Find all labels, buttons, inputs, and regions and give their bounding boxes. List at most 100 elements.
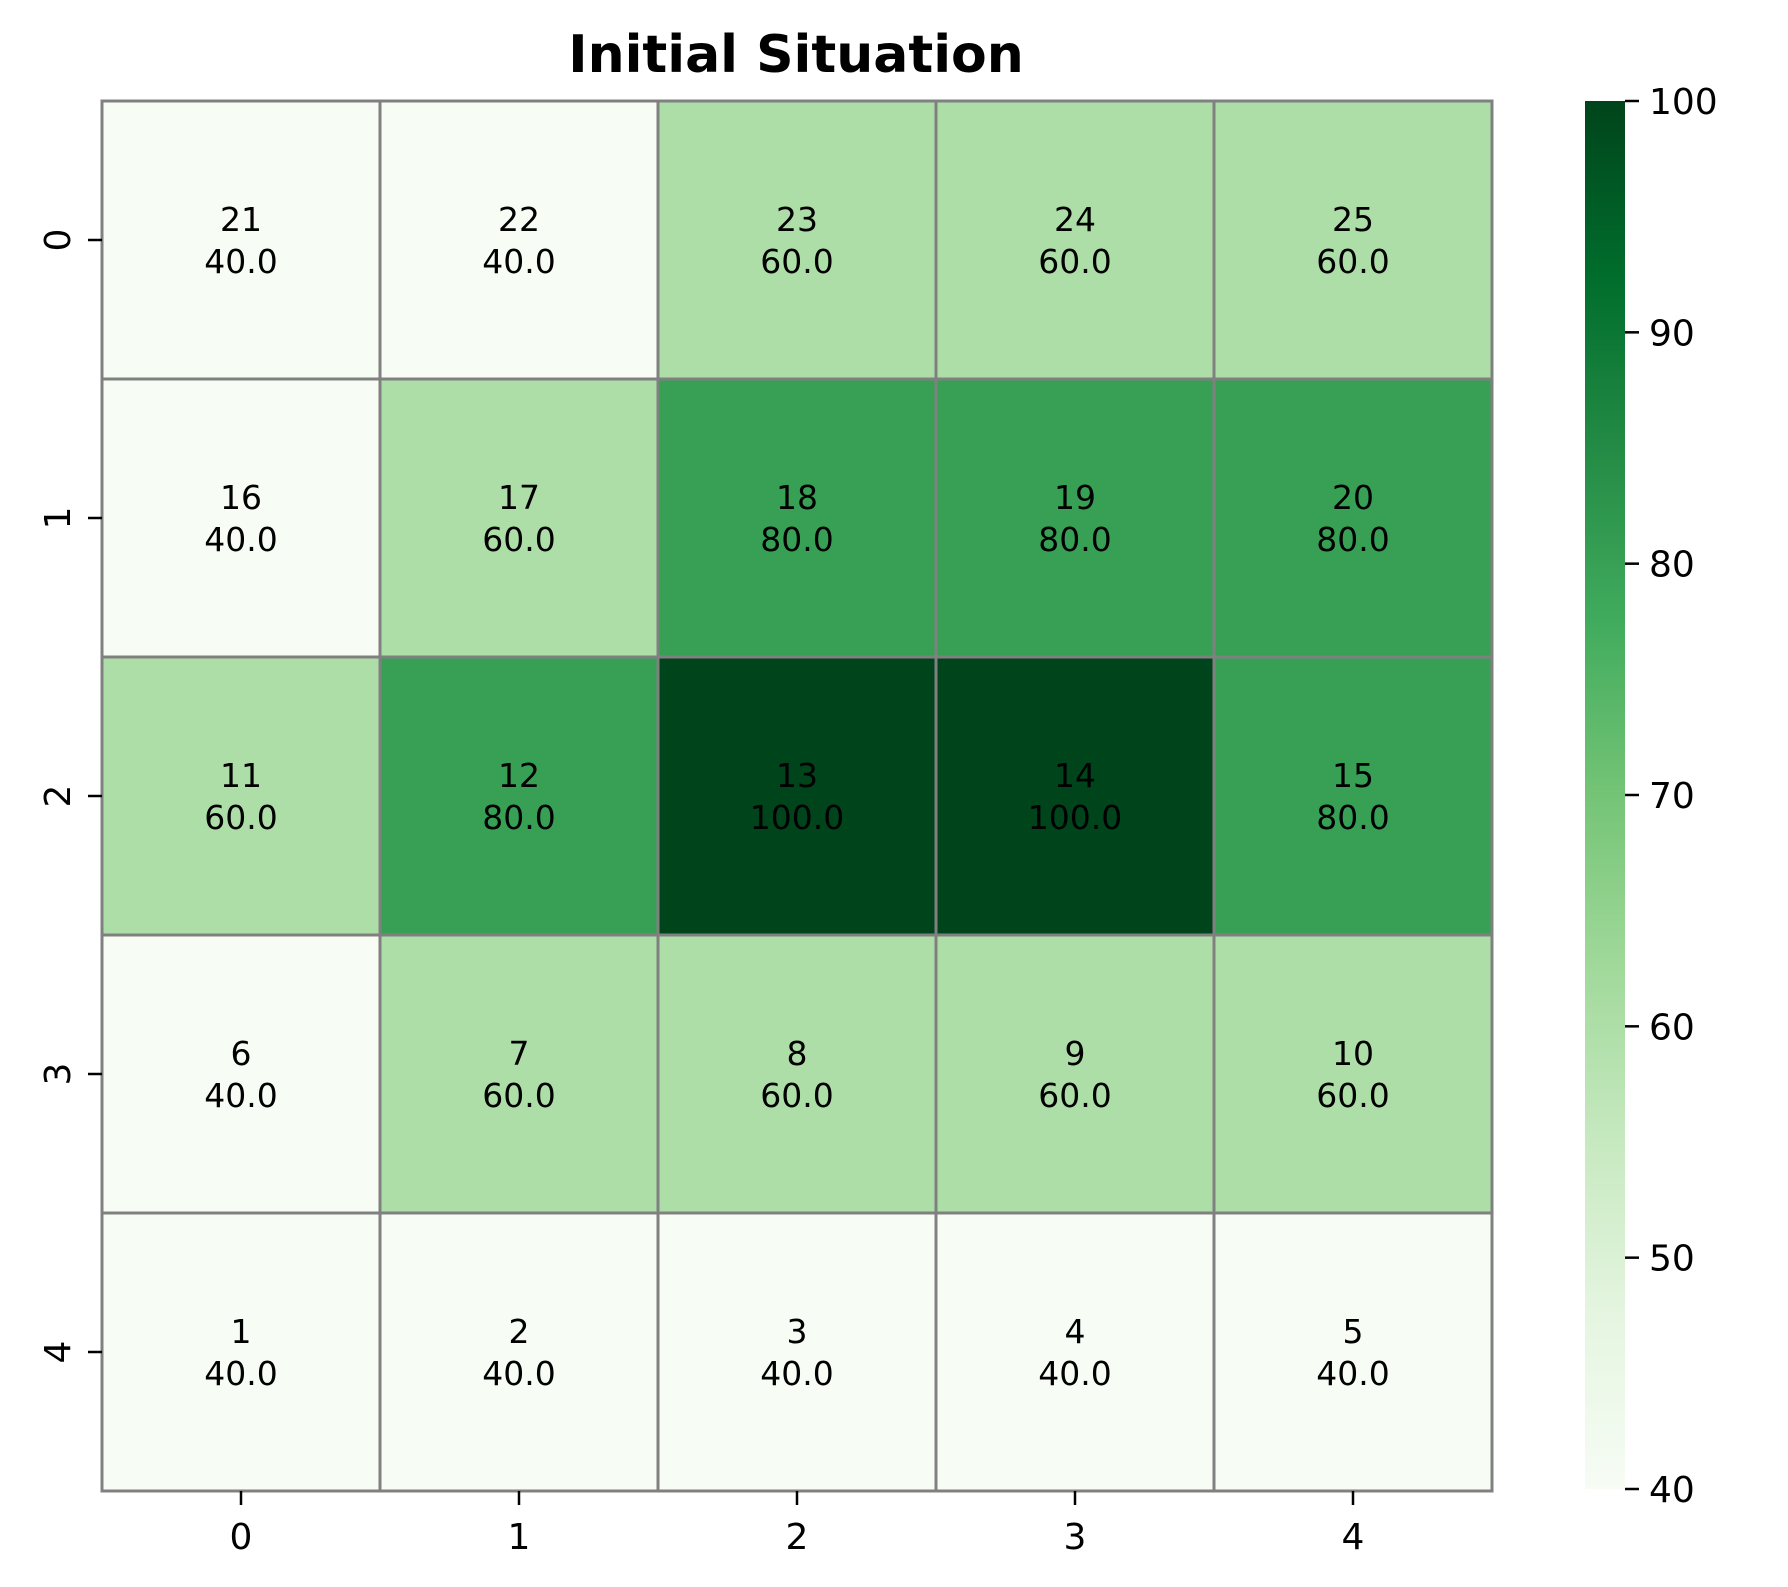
cell-id-label: 19 [1054,478,1096,517]
heatmap-cell-r3-c4 [1212,933,1494,1215]
cell-value-label: 40.0 [1038,1354,1111,1393]
heatmap-cell-r3-c2 [656,933,938,1215]
cell-id-label: 1 [231,1312,252,1351]
cell-value-label: 80.0 [1316,798,1389,837]
colorbar-tick-label: 60 [1649,1007,1695,1048]
cell-value-label: 100.0 [750,798,844,837]
heatmap-cell-r1-c4 [1212,377,1494,659]
colorbar-tick-label: 80 [1649,545,1695,586]
heatmap-cell-r2-c4 [1212,655,1494,937]
colorbar-tick-label: 50 [1649,1239,1695,1280]
cell-id-label: 13 [776,756,818,795]
y-tick-label: 0 [38,229,79,252]
cell-value-label: 40.0 [760,1354,833,1393]
cell-value-label: 60.0 [1316,242,1389,281]
cell-value-label: 60.0 [760,242,833,281]
y-tick-label: 2 [38,785,79,808]
cell-value-label: 80.0 [1316,520,1389,559]
cell-id-label: 22 [498,200,540,239]
heatmap-cells [100,99,1494,1493]
heatmap-cell-r0-c3 [934,99,1216,381]
heatmap-cell-r1-c1 [378,377,660,659]
cell-id-label: 6 [231,1034,252,1073]
cell-value-label: 60.0 [760,1076,833,1115]
colorbar-tick-label: 70 [1649,776,1695,817]
cell-id-label: 18 [776,478,818,517]
cell-value-label: 60.0 [1316,1076,1389,1115]
y-tick-label: 3 [38,1063,79,1086]
heatmap-cell-r1-c0 [100,377,382,659]
y-tick-label: 4 [38,1341,79,1364]
cell-value-label: 80.0 [482,798,555,837]
heatmap-cell-r4-c3 [934,1211,1216,1493]
x-tick-label: 0 [230,1517,253,1558]
heatmap-cell-r4-c2 [656,1211,938,1493]
heatmap-cell-r4-c4 [1212,1211,1494,1493]
cell-id-label: 17 [498,478,540,517]
heatmap-cell-r3-c1 [378,933,660,1215]
cell-value-label: 80.0 [1038,520,1111,559]
x-tick-label: 3 [1064,1517,1087,1558]
cell-id-label: 25 [1332,200,1374,239]
heatmap-cell-r2-c3 [934,655,1216,937]
cell-id-label: 2 [509,1312,530,1351]
cell-value-label: 40.0 [482,1354,555,1393]
x-tick-label: 4 [1342,1517,1365,1558]
cell-value-label: 40.0 [204,242,277,281]
cell-value-label: 40.0 [482,242,555,281]
x-axis: 0 1 2 3 4 [230,1491,1365,1558]
cell-value-label: 60.0 [482,1076,555,1115]
cell-id-label: 4 [1065,1312,1086,1351]
cell-id-label: 21 [220,200,262,239]
cell-id-label: 24 [1054,200,1096,239]
heatmap-cell-r1-c3 [934,377,1216,659]
heatmap-cell-r4-c0 [100,1211,382,1493]
cell-id-label: 15 [1332,756,1374,795]
x-tick-label: 1 [508,1517,531,1558]
cell-id-label: 14 [1054,756,1096,795]
cell-value-label: 40.0 [204,520,277,559]
cell-id-label: 9 [1065,1034,1086,1073]
cell-value-label: 40.0 [204,1076,277,1115]
heatmap-cell-r2-c2 [656,655,938,937]
cell-value-label: 60.0 [482,520,555,559]
colorbar-tick-label: 90 [1649,313,1695,354]
cell-value-label: 60.0 [204,798,277,837]
cell-id-label: 7 [509,1034,530,1073]
heatmap-cell-r2-c0 [100,655,382,937]
heatmap-cell-r3-c3 [934,933,1216,1215]
colorbar-tick-label: 40 [1649,1470,1695,1511]
heatmap-cell-r0-c0 [100,99,382,381]
cell-id-label: 3 [787,1312,808,1351]
heatmap-cell-r0-c4 [1212,99,1494,381]
cell-value-label: 80.0 [760,520,833,559]
cell-id-label: 23 [776,200,818,239]
x-tick-label: 2 [786,1517,809,1558]
colorbar-gradient [1585,101,1625,1489]
heatmap-cell-r0-c2 [656,99,938,381]
colorbar: 40 50 60 70 80 90 100 [1585,82,1718,1511]
cell-id-label: 10 [1332,1034,1374,1073]
y-axis: 0 1 2 3 4 [38,229,102,1364]
heatmap-cell-r0-c1 [378,99,660,381]
cell-id-label: 5 [1343,1312,1364,1351]
colorbar-tick-label: 100 [1649,82,1718,123]
cell-annotations: 2140.02240.02360.02460.02560.01640.01760… [204,200,1389,1393]
cell-id-label: 20 [1332,478,1374,517]
chart-title: Initial Situation [568,25,1024,85]
cell-value-label: 40.0 [204,1354,277,1393]
heatmap-cell-r1-c2 [656,377,938,659]
y-tick-label: 1 [38,507,79,530]
heatmap-cell-r3-c0 [100,933,382,1215]
cell-id-label: 12 [498,756,540,795]
cell-id-label: 11 [220,756,262,795]
cell-value-label: 40.0 [1316,1354,1389,1393]
cell-value-label: 60.0 [1038,1076,1111,1115]
cell-value-label: 60.0 [1038,242,1111,281]
heatmap-cell-r4-c1 [378,1211,660,1493]
cell-id-label: 8 [787,1034,808,1073]
cell-id-label: 16 [220,478,262,517]
heatmap-cell-r2-c1 [378,655,660,937]
cell-value-label: 100.0 [1028,798,1122,837]
